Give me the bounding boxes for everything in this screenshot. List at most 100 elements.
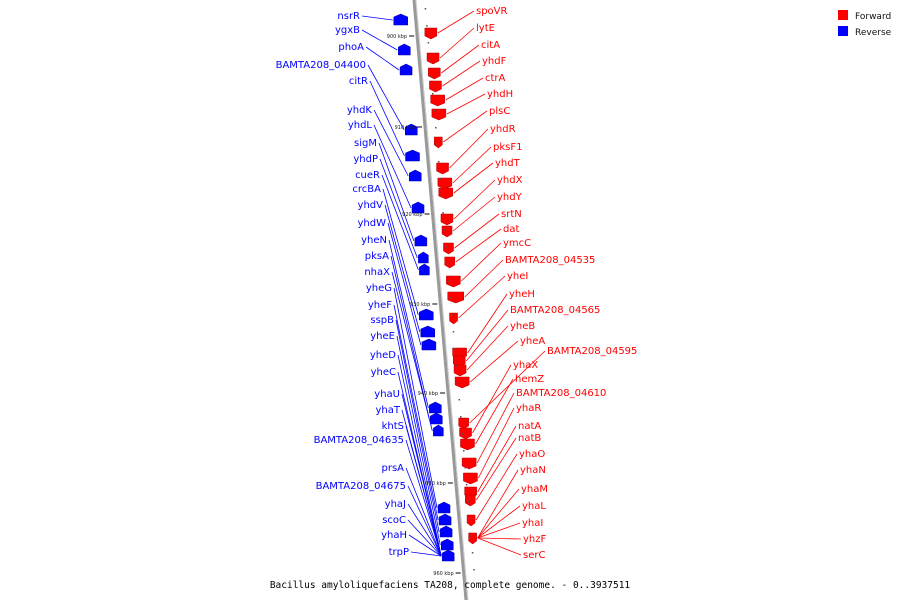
forward-gene-label[interactable]: BAMTA208_04565 [510, 305, 600, 316]
forward-gene-label[interactable]: BAMTA208_04610 [516, 388, 606, 399]
forward-gene-block[interactable] [463, 472, 478, 485]
reverse-gene-block[interactable] [441, 549, 455, 562]
forward-gene-label[interactable]: ymcC [503, 238, 531, 249]
reverse-gene-block[interactable] [420, 325, 436, 338]
forward-gene-block[interactable] [440, 213, 454, 226]
reverse-gene-block[interactable] [419, 308, 434, 321]
reverse-gene-label[interactable]: yhaT [376, 405, 401, 416]
reverse-gene-block[interactable] [421, 338, 437, 351]
forward-gene-label[interactable]: yhdR [490, 124, 516, 135]
reverse-gene-label[interactable]: yheC [371, 367, 396, 378]
reverse-gene-label[interactable]: citR [349, 76, 368, 87]
forward-gene-block[interactable] [436, 162, 449, 175]
reverse-gene-label[interactable]: yhdK [347, 105, 373, 116]
reverse-gene-label[interactable]: yhaH [381, 530, 407, 541]
forward-gene-label[interactable]: spoVR [476, 6, 508, 17]
reverse-gene-label[interactable]: cueR [355, 170, 380, 181]
reverse-gene-label[interactable]: yheD [370, 350, 396, 361]
forward-gene-block[interactable] [459, 427, 472, 440]
forward-gene-label[interactable]: natA [518, 421, 541, 432]
forward-gene-label[interactable]: hemZ [515, 374, 544, 385]
forward-gene-block[interactable] [454, 376, 470, 389]
forward-gene-label[interactable]: yhaI [522, 518, 543, 529]
forward-gene-label[interactable]: BAMTA208_04595 [547, 346, 637, 357]
reverse-gene-label[interactable]: yhaJ [385, 499, 406, 510]
reverse-gene-label[interactable]: BAMTA208_04400 [276, 60, 366, 71]
reverse-gene-label[interactable]: yheF [368, 300, 392, 311]
forward-gene-block[interactable] [426, 52, 440, 65]
reverse-gene-block[interactable] [433, 424, 444, 437]
reverse-gene-block[interactable] [409, 169, 422, 182]
reverse-gene-label[interactable]: yheN [361, 235, 387, 246]
reverse-gene-label[interactable]: yhdL [348, 120, 373, 131]
forward-gene-label[interactable]: BAMTA208_04535 [505, 255, 595, 266]
forward-gene-label[interactable]: serC [523, 550, 545, 561]
forward-gene-block[interactable] [458, 417, 469, 430]
reverse-gene-block[interactable] [419, 263, 430, 276]
reverse-gene-label[interactable]: pksA [365, 251, 389, 262]
forward-gene-block[interactable] [465, 494, 476, 507]
forward-gene-block[interactable] [447, 291, 464, 304]
forward-gene-label[interactable]: plsC [489, 106, 510, 117]
forward-gene-label[interactable]: yhdY [497, 192, 523, 203]
forward-gene-label[interactable]: yhaL [522, 501, 546, 512]
reverse-gene-label[interactable]: yhdP [353, 154, 378, 165]
forward-gene-label[interactable]: yheI [507, 271, 528, 282]
reverse-gene-block[interactable] [414, 234, 428, 247]
reverse-gene-block[interactable] [430, 412, 443, 425]
forward-gene-block[interactable] [461, 457, 477, 470]
reverse-gene-block[interactable] [429, 401, 442, 414]
reverse-gene-label[interactable]: trpP [389, 547, 409, 558]
reverse-gene-block[interactable] [439, 525, 453, 538]
forward-gene-block[interactable] [434, 136, 443, 149]
reverse-gene-label[interactable]: yhdV [358, 200, 384, 211]
reverse-gene-block[interactable] [405, 123, 418, 136]
reverse-gene-block[interactable] [418, 251, 429, 264]
reverse-gene-label[interactable]: crcBA [352, 184, 381, 195]
reverse-gene-block[interactable] [411, 201, 425, 214]
forward-gene-label[interactable]: pksF1 [493, 142, 522, 153]
forward-gene-label[interactable]: yhaO [519, 449, 545, 460]
reverse-gene-block[interactable] [438, 513, 452, 526]
forward-gene-label[interactable]: yhdH [487, 89, 513, 100]
forward-gene-label[interactable]: ctrA [485, 73, 506, 84]
forward-gene-label[interactable]: yhdF [482, 56, 507, 67]
forward-gene-block[interactable] [424, 27, 438, 40]
forward-gene-label[interactable]: dat [503, 224, 519, 235]
forward-gene-block[interactable] [460, 438, 475, 451]
forward-gene-block[interactable] [431, 108, 447, 121]
forward-gene-block[interactable] [446, 275, 461, 288]
forward-gene-block[interactable] [443, 242, 454, 255]
reverse-gene-label[interactable]: nhaX [364, 267, 390, 278]
reverse-gene-label[interactable]: yheG [366, 283, 392, 294]
reverse-gene-block[interactable] [440, 538, 454, 551]
forward-gene-block[interactable] [453, 364, 467, 377]
forward-gene-label[interactable]: yheH [509, 289, 535, 300]
reverse-gene-block[interactable] [393, 13, 408, 26]
reverse-gene-label[interactable]: BAMTA208_04675 [316, 481, 406, 492]
reverse-gene-label[interactable]: nsrR [337, 11, 360, 22]
forward-gene-label[interactable]: yheA [520, 336, 545, 347]
forward-gene-block[interactable] [466, 514, 476, 527]
reverse-gene-label[interactable]: scoC [382, 515, 406, 526]
forward-gene-block[interactable] [444, 256, 455, 269]
reverse-gene-label[interactable]: sspB [370, 315, 394, 326]
forward-gene-block[interactable] [468, 532, 477, 545]
reverse-gene-label[interactable]: phoA [338, 42, 364, 53]
forward-gene-label[interactable]: natB [518, 433, 541, 444]
forward-gene-label[interactable]: yhaR [516, 403, 541, 414]
reverse-gene-label[interactable]: sigM [354, 138, 377, 149]
forward-gene-block[interactable] [441, 225, 453, 238]
reverse-gene-block[interactable] [405, 149, 420, 162]
forward-gene-label[interactable]: lytE [476, 23, 495, 34]
forward-gene-label[interactable]: yhaX [513, 360, 538, 371]
forward-gene-block[interactable] [428, 67, 441, 80]
forward-gene-block[interactable] [430, 94, 445, 107]
reverse-gene-label[interactable]: yhaU [374, 389, 400, 400]
forward-gene-label[interactable]: citA [481, 40, 500, 51]
forward-gene-label[interactable]: yheB [510, 321, 535, 332]
reverse-gene-label[interactable]: BAMTA208_04635 [314, 435, 404, 446]
reverse-gene-label[interactable]: prsA [381, 463, 404, 474]
reverse-gene-block[interactable] [437, 501, 451, 514]
forward-gene-label[interactable]: yhaN [520, 465, 546, 476]
